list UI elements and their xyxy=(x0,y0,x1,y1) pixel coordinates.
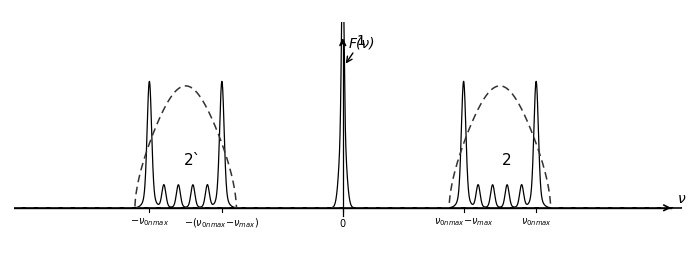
Text: F(ν): F(ν) xyxy=(349,37,375,51)
Text: ν: ν xyxy=(678,192,685,206)
Text: 1: 1 xyxy=(346,34,365,62)
Text: $-(\nu_{0nmax}{-}\nu_{max})$: $-(\nu_{0nmax}{-}\nu_{max})$ xyxy=(184,217,260,230)
Text: 2`: 2` xyxy=(184,153,202,168)
Text: $\nu_{0nmax}{-}\nu_{max}$: $\nu_{0nmax}{-}\nu_{max}$ xyxy=(434,217,494,229)
Text: $0$: $0$ xyxy=(339,217,346,229)
Text: 2: 2 xyxy=(503,153,512,168)
Text: $-\nu_{0nmax}$: $-\nu_{0nmax}$ xyxy=(130,217,169,229)
Text: $\nu_{0nmax}$: $\nu_{0nmax}$ xyxy=(521,217,552,229)
